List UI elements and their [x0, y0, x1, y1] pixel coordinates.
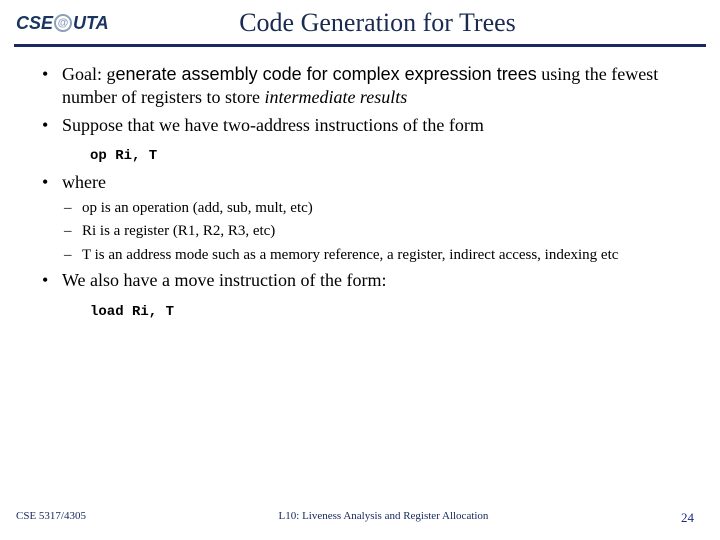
goal-pre: Goal: g [62, 64, 116, 84]
logo-right: UTA [73, 13, 109, 34]
logo-left: CSE [16, 13, 53, 34]
goal-italic: intermediate results [264, 87, 407, 107]
bullet-move: We also have a move instruction of the f… [40, 269, 680, 292]
footer-lecture: L10: Liveness Analysis and Register Allo… [279, 510, 489, 526]
footer-course: CSE 5317/4305 [16, 510, 86, 526]
code-load: load Ri, T [40, 297, 680, 327]
logo: CSE @ UTA [16, 8, 111, 38]
content-area: Goal: generate assembly code for complex… [0, 47, 720, 327]
page-title: Code Generation for Trees [111, 8, 704, 38]
bullet-where: where op is an operation (add, sub, mult… [40, 171, 680, 265]
footer: CSE 5317/4305 L10: Liveness Analysis and… [0, 510, 720, 526]
sub-t: T is an address mode such as a memory re… [62, 246, 680, 266]
sub-op: op is an operation (add, sub, mult, etc) [62, 199, 680, 219]
page-number: 24 [681, 510, 694, 526]
sub-ri: Ri is a register (R1, R2, R3, etc) [62, 222, 680, 242]
at-icon: @ [54, 14, 72, 32]
bullet-suppose: Suppose that we have two-address instruc… [40, 114, 680, 137]
bullet-goal: Goal: generate assembly code for complex… [40, 63, 680, 110]
goal-sans: enerate assembly code for complex expres… [116, 64, 537, 84]
code-op: op Ri, T [40, 141, 680, 171]
where-text: where [62, 172, 106, 192]
